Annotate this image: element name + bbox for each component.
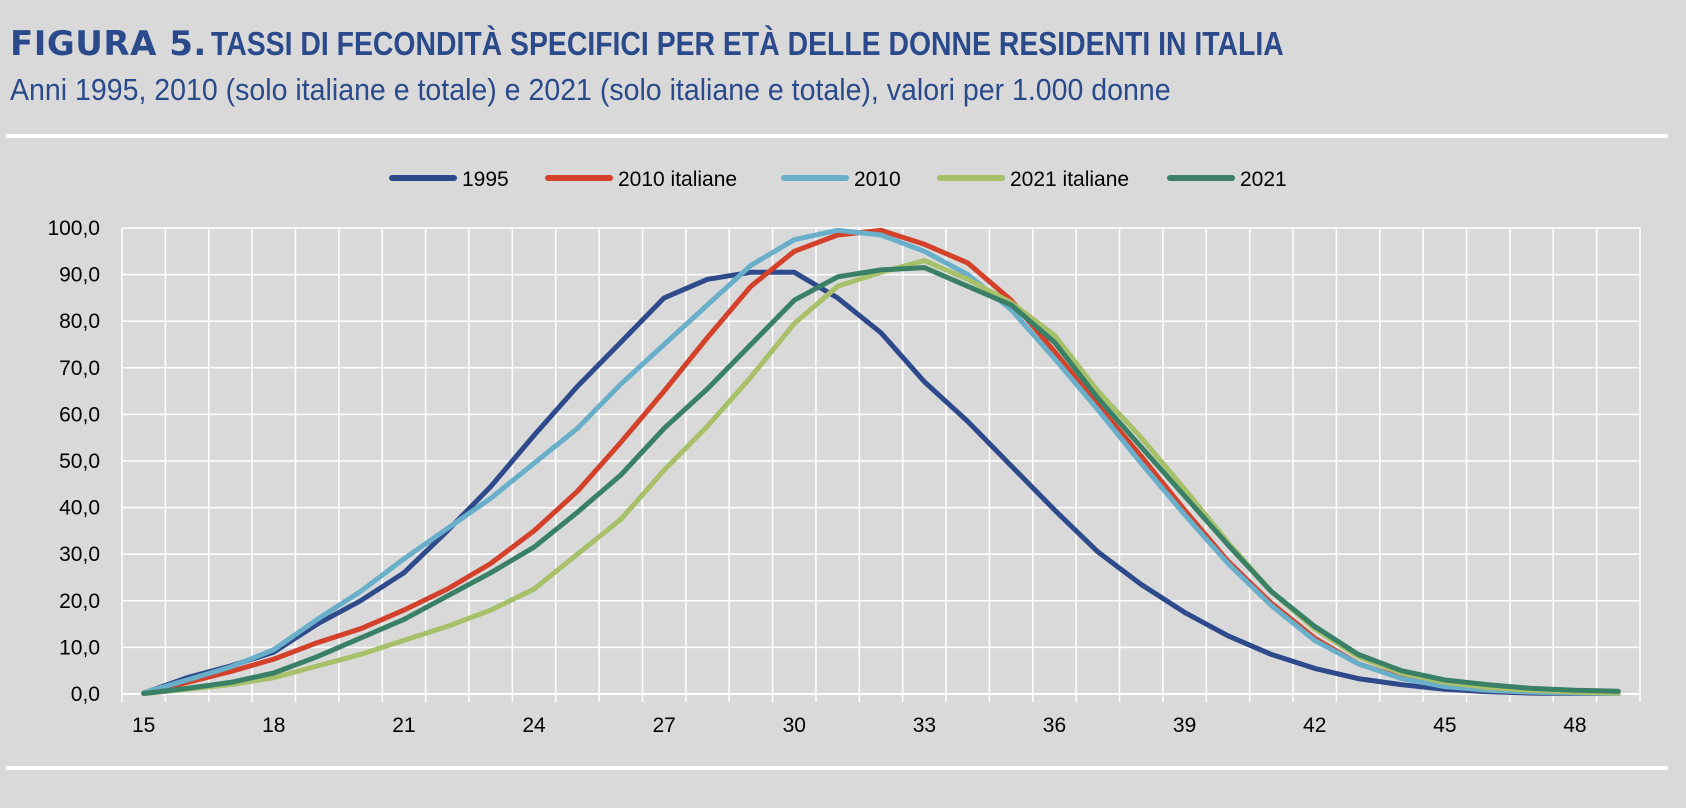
legend-item: 2010 <box>781 168 901 191</box>
x-tick-label: 36 <box>1043 714 1066 737</box>
figure-subtitle: Anni 1995, 2010 (solo italiane e totale)… <box>10 72 1171 107</box>
x-tick-label: 39 <box>1173 714 1196 737</box>
series-line-2010-italiane <box>141 227 1621 696</box>
x-tick-label: 18 <box>262 714 285 737</box>
fertility-line-chart: 0,0 10,0 20,0 30,0 40,0 50,0 60,0 70,0 80,0 90,0 1… <box>47 168 1641 737</box>
y-tick-label: 60,0 <box>59 403 100 426</box>
x-tick-label: 48 <box>1563 714 1586 737</box>
legend-item: 2010 italiane <box>545 168 737 191</box>
chart-series <box>141 227 1621 696</box>
legend-label: 2021 italiane <box>1010 168 1129 191</box>
series-line-1995 <box>141 269 1621 696</box>
x-tick-label: 24 <box>522 714 546 737</box>
y-tick-label: 90,0 <box>59 264 100 287</box>
x-tick-label: 30 <box>783 714 806 737</box>
legend-item: 1995 <box>389 168 509 191</box>
series-line-2021 <box>141 265 1621 696</box>
y-tick-label: 40,0 <box>59 497 100 520</box>
y-tick-label: 70,0 <box>59 357 100 380</box>
bottom-divider <box>6 766 1668 770</box>
figure-label: FIGURA 5. <box>10 24 207 64</box>
x-tick-label: 45 <box>1433 714 1456 737</box>
y-tick-label: 0,0 <box>71 683 100 706</box>
y-tick-label: 100,0 <box>47 217 100 240</box>
chart-grid <box>121 227 1641 695</box>
top-divider <box>6 134 1668 138</box>
chart-axes: 0,0 10,0 20,0 30,0 40,0 50,0 60,0 70,0 80,0 90,0 1… <box>47 217 1641 737</box>
legend-label: 1995 <box>462 168 509 191</box>
x-tick-label: 27 <box>652 714 675 737</box>
legend-label: 2010 italiane <box>618 168 737 191</box>
y-tick-label: 80,0 <box>59 310 100 333</box>
x-tick-label: 42 <box>1303 714 1326 737</box>
x-tick-label: 33 <box>913 714 936 737</box>
series-line-2010 <box>141 227 1621 696</box>
figure-title-line: FIGURA 5. TASSI DI FECONDITÀ SPECIFICI P… <box>10 24 1676 64</box>
x-tick-label: 15 <box>132 714 155 737</box>
x-tick-label: 21 <box>392 714 415 737</box>
legend-item: 2021 italiane <box>937 168 1129 191</box>
y-tick-label: 30,0 <box>59 543 100 566</box>
y-tick-label: 50,0 <box>59 450 100 473</box>
legend-label: 2021 <box>1240 168 1287 191</box>
y-tick-label: 20,0 <box>59 590 100 613</box>
chart-legend: 1995 2010 italiane 2010 2021 italiane 2021 <box>389 168 1287 191</box>
legend-label: 2010 <box>854 168 901 191</box>
figure-header: FIGURA 5. TASSI DI FECONDITÀ SPECIFICI P… <box>10 24 1676 108</box>
figure-title: TASSI DI FECONDITÀ SPECIFICI PER ETÀ DEL… <box>211 25 1284 62</box>
y-tick-label: 10,0 <box>59 636 100 659</box>
legend-item: 2021 <box>1167 168 1287 191</box>
